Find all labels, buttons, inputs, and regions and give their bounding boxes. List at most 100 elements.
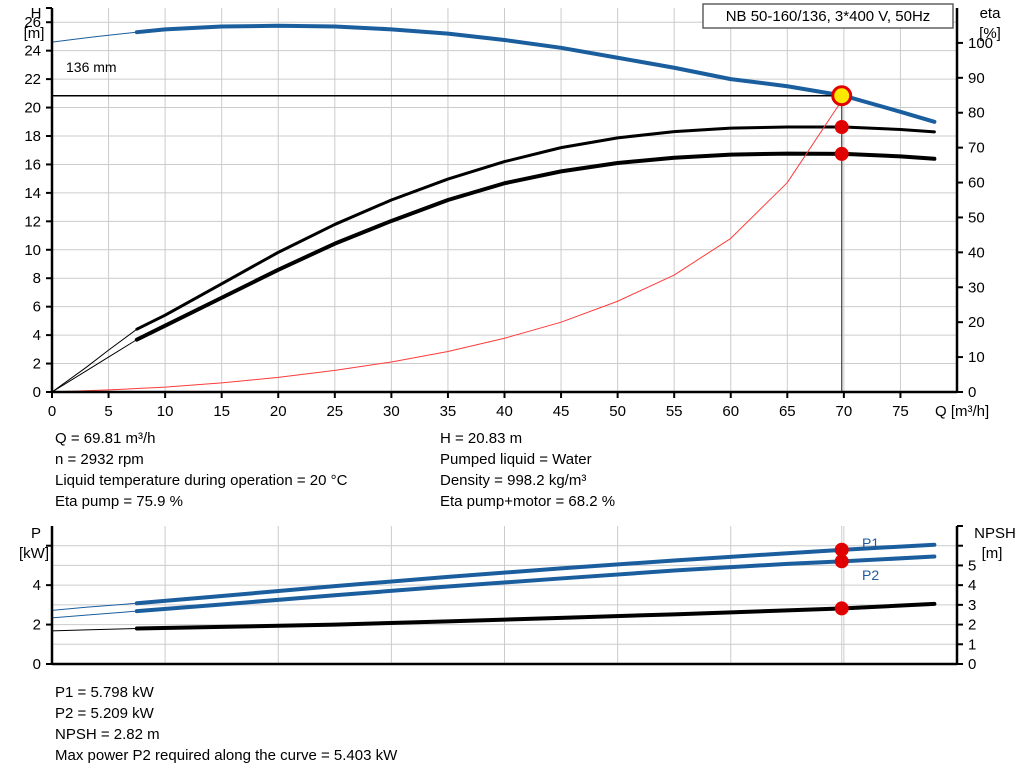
y-axis-title-right-unit: [%] — [979, 25, 1001, 42]
y-axis-title-right: eta — [980, 5, 1002, 22]
y-tick-label-left: 0 — [33, 384, 41, 401]
y-tick-label-right: 20 — [968, 314, 985, 331]
y-axis-title-left: H — [31, 5, 42, 22]
x-tick-label: 65 — [779, 403, 796, 420]
x-tick-label: 75 — [892, 403, 909, 420]
power-info: P1 = 5.798 kW P2 = 5.209 kW NPSH = 2.82 … — [55, 682, 397, 766]
y-tick-label-right: 40 — [968, 244, 985, 261]
p1-curve-label: P1 — [862, 535, 879, 551]
curve-eta-pump-motor-thin-extension — [51, 339, 138, 393]
x-tick-label: 20 — [270, 403, 287, 420]
x-tick-label: 45 — [553, 403, 570, 420]
duty-info-left-line: Liquid temperature during operation = 20… — [55, 472, 348, 489]
x-tick-label: 50 — [609, 403, 626, 420]
y-axis-title-left-unit: [m] — [24, 25, 45, 42]
y-tick-label-right: 2 — [968, 617, 976, 634]
x-tick-label: 5 — [104, 403, 112, 420]
x-tick-label: 35 — [440, 403, 457, 420]
x-axis-title: Q [m³/h] — [935, 403, 989, 420]
eta-pump-marker — [834, 120, 849, 135]
power-info-line: P2 = 5.209 kW — [55, 705, 154, 722]
curve-p1 — [134, 542, 937, 606]
impeller-diameter-label: 136 mm — [66, 59, 117, 75]
x-tick-label: 60 — [722, 403, 739, 420]
x-tick-label: 0 — [48, 403, 56, 420]
duty-info-left: Q = 69.81 m³/h n = 2932 rpm Liquid tempe… — [55, 428, 347, 512]
y-tick-label-right: 30 — [968, 279, 985, 296]
y-tick-label-left: 6 — [33, 299, 41, 316]
curve-p1-thin-extension — [51, 602, 138, 611]
y-tick-label-right: 10 — [968, 349, 985, 366]
y-tick-label-left: 26 — [24, 14, 41, 31]
power-info-line: NPSH = 2.82 m — [55, 726, 160, 743]
y-tick-label-right: 70 — [968, 140, 985, 157]
y-axis-title-right-unit: [m] — [982, 545, 1003, 562]
duty-point-marker — [831, 85, 853, 107]
curve-h-head-136-mm-impeller — [134, 23, 937, 124]
p2-curve-label: P2 — [862, 567, 879, 583]
x-tick-label: 40 — [496, 403, 513, 420]
y-tick-label-right: 100 — [968, 35, 993, 52]
title-box — [702, 3, 954, 29]
y-tick-label-left: 2 — [33, 356, 41, 373]
head-efficiency-chart: 0246810121416182022242601020304050607080… — [24, 3, 1002, 420]
y-tick-label-left: 8 — [33, 270, 41, 287]
curve-h-thin-extension-to-shut-off — [51, 31, 138, 43]
duty-marker-npsh — [834, 601, 849, 616]
duty-marker-p2 — [834, 554, 849, 569]
duty-info-left-line: n = 2932 rpm — [55, 451, 144, 468]
x-tick-label: 25 — [326, 403, 343, 420]
power-info-line: P1 = 5.798 kW — [55, 684, 154, 701]
y-tick-label-left: 10 — [24, 242, 41, 259]
y-axis-title-left-unit: [kW] — [19, 545, 49, 562]
curve-p2 — [134, 554, 937, 614]
y-tick-label-left: 14 — [24, 185, 41, 202]
y-tick-label-left: 4 — [33, 577, 41, 594]
y-tick-label-right: 1 — [968, 636, 976, 653]
y-tick-label-right: 60 — [968, 175, 985, 192]
title-box-label: NB 50-160/136, 3*400 V, 50Hz — [726, 8, 931, 25]
y-tick-label-left: 24 — [24, 43, 41, 60]
y-tick-label-left: 4 — [33, 327, 41, 344]
y-tick-label-right: 90 — [968, 70, 985, 87]
curve-p2-thin-extension — [51, 610, 138, 619]
duty-marker-p1 — [834, 542, 849, 557]
y-tick-label-right: 0 — [968, 656, 976, 673]
y-tick-label-right: 0 — [968, 384, 976, 401]
y-tick-label-left: 18 — [24, 128, 41, 145]
y-tick-label-left: 0 — [33, 656, 41, 673]
x-tick-label: 10 — [157, 403, 174, 420]
x-tick-label: 70 — [836, 403, 853, 420]
y-tick-label-right: 3 — [968, 597, 976, 614]
y-tick-label-left: 22 — [24, 71, 41, 88]
duty-info-right-line: Pumped liquid = Water — [440, 451, 592, 468]
y-tick-label-right: 5 — [968, 557, 976, 574]
power-info-line: Max power P2 required along the curve = … — [55, 747, 398, 764]
eta-pump-motor-marker — [834, 146, 849, 161]
y-tick-label-left: 20 — [24, 100, 41, 117]
y-tick-label-right: 80 — [968, 105, 985, 122]
duty-info-right-line: H = 20.83 m — [440, 430, 523, 447]
power-npsh-chart: 0 2 4 0 1 2 3 4 5 P [kW] NPSH [m] P1 P2 — [19, 525, 1016, 673]
curve-npsh-thin-extension — [51, 628, 138, 632]
curve-eta-pump-motor — [134, 151, 937, 342]
curve-eta-pump-thin-extension — [51, 328, 138, 393]
y-tick-label-left: 2 — [33, 617, 41, 634]
x-tick-label: 30 — [383, 403, 400, 420]
duty-info-right-line: Density = 998.2 kg/m³ — [440, 472, 587, 489]
x-tick-label: 55 — [666, 403, 683, 420]
y-tick-label-right: 50 — [968, 209, 985, 226]
duty-info-left-line: Eta pump = 75.9 % — [55, 493, 183, 510]
duty-info-right-line: Eta pump+motor = 68.2 % — [440, 493, 616, 510]
y-tick-label-left: 12 — [24, 213, 41, 230]
duty-info-left-line: Q = 69.81 m³/h — [55, 430, 156, 447]
y-axis-title-left: P — [31, 525, 41, 542]
y-axis-title-right: NPSH — [974, 525, 1016, 542]
x-tick-label: 15 — [213, 403, 230, 420]
duty-info-right: H = 20.83 m Pumped liquid = Water Densit… — [440, 428, 615, 512]
y-tick-label-right: 4 — [968, 577, 976, 594]
curve-npsh-top-chart-red — [51, 96, 845, 393]
y-tick-label-left: 16 — [24, 156, 41, 173]
curve-npsh — [134, 601, 937, 631]
